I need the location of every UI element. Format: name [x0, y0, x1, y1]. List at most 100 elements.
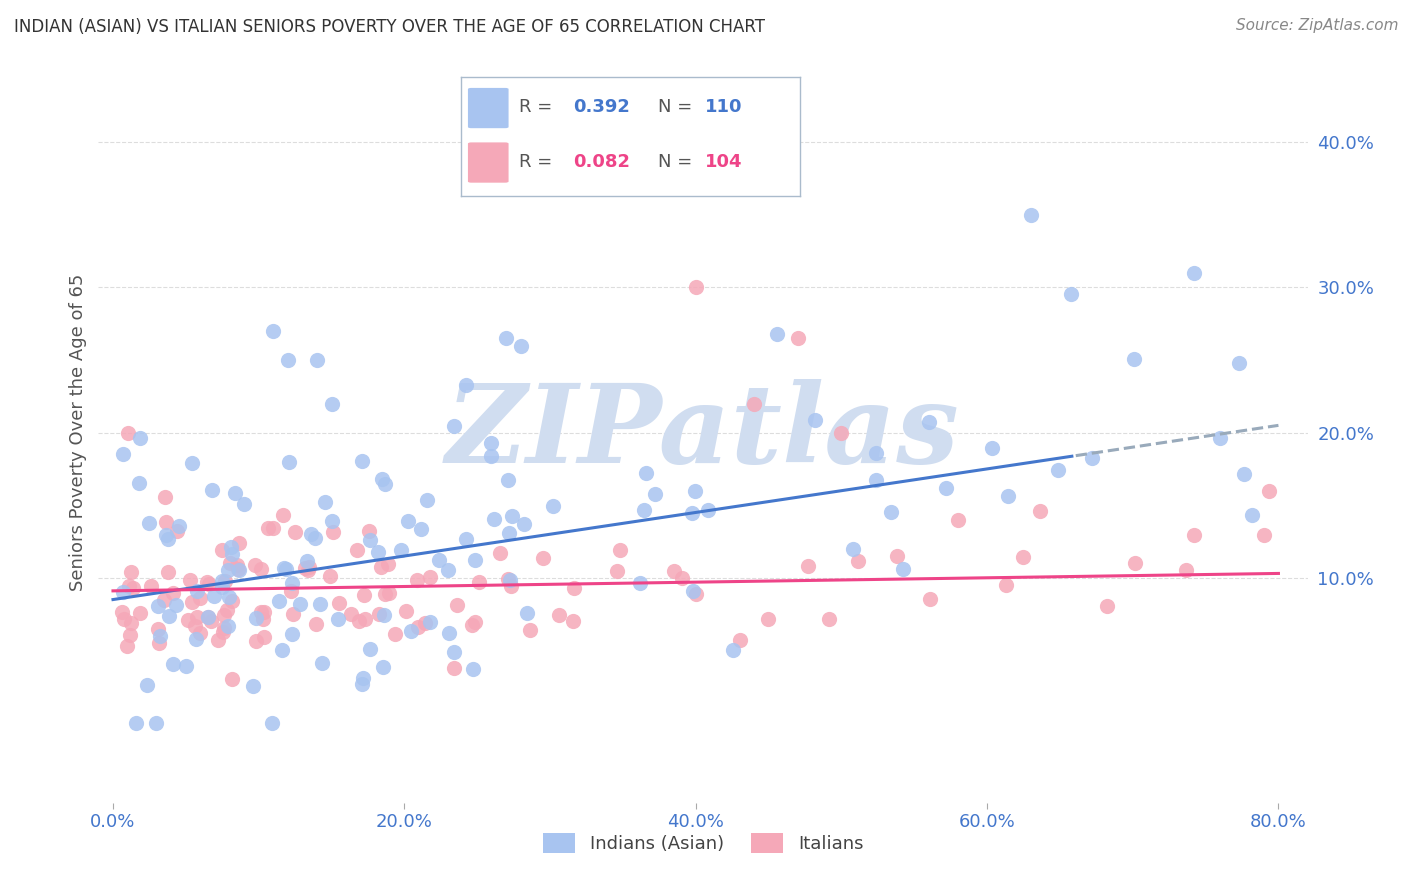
- Point: [228, 563, 250, 577]
- Point: [606, 564, 628, 578]
- Point: [443, 660, 465, 674]
- Point: [305, 353, 328, 368]
- Point: [427, 553, 450, 567]
- Point: [245, 611, 267, 625]
- Point: [609, 543, 631, 558]
- Point: [347, 615, 370, 629]
- Point: [1019, 208, 1042, 222]
- Point: [443, 645, 465, 659]
- Point: [498, 526, 520, 541]
- Point: [252, 612, 274, 626]
- Point: [242, 679, 264, 693]
- Point: [443, 419, 465, 434]
- Point: [207, 633, 229, 648]
- Legend: Indians (Asian), Italians: Indians (Asian), Italians: [536, 826, 870, 861]
- Point: [935, 481, 957, 495]
- Point: [221, 594, 243, 608]
- Point: [352, 677, 374, 691]
- Point: [865, 473, 887, 487]
- Point: [548, 607, 571, 622]
- Point: [756, 612, 779, 626]
- Point: [217, 602, 239, 616]
- Text: INDIAN (ASIAN) VS ITALIAN SENIORS POVERTY OVER THE AGE OF 65 CORRELATION CHART: INDIAN (ASIAN) VS ITALIAN SENIORS POVERT…: [14, 18, 765, 36]
- Point: [118, 579, 141, 593]
- Point: [742, 396, 765, 410]
- Point: [436, 563, 458, 577]
- Point: [370, 560, 392, 574]
- Point: [322, 525, 344, 540]
- Point: [221, 547, 243, 561]
- Point: [353, 588, 375, 602]
- Point: [128, 606, 150, 620]
- Point: [396, 514, 419, 528]
- Point: [249, 562, 271, 576]
- Point: [162, 657, 184, 671]
- Point: [633, 503, 655, 517]
- Point: [212, 621, 235, 635]
- Point: [253, 630, 276, 644]
- Point: [308, 597, 330, 611]
- Point: [273, 561, 295, 575]
- Point: [352, 672, 374, 686]
- Point: [267, 594, 290, 608]
- Point: [318, 569, 340, 583]
- Point: [456, 378, 478, 392]
- Point: [219, 540, 242, 554]
- Point: [1182, 527, 1205, 541]
- Point: [280, 584, 302, 599]
- Point: [463, 662, 485, 676]
- Point: [766, 326, 789, 341]
- Point: [1060, 287, 1083, 301]
- Point: [683, 483, 706, 498]
- Point: [262, 521, 284, 535]
- Point: [685, 280, 707, 294]
- Point: [1122, 352, 1144, 367]
- Point: [138, 516, 160, 530]
- Point: [636, 467, 658, 481]
- Point: [1081, 450, 1104, 465]
- Point: [245, 558, 267, 572]
- Point: [1174, 564, 1197, 578]
- Point: [340, 607, 363, 621]
- Point: [218, 590, 240, 604]
- Point: [157, 608, 180, 623]
- Point: [226, 562, 249, 576]
- Point: [212, 607, 235, 622]
- Text: ZIPatlas: ZIPatlas: [446, 379, 960, 486]
- Point: [250, 605, 273, 619]
- Point: [294, 561, 316, 575]
- Point: [112, 612, 135, 626]
- Point: [221, 673, 243, 687]
- Point: [1047, 463, 1070, 477]
- Point: [406, 620, 429, 634]
- Point: [186, 610, 208, 624]
- Point: [112, 585, 135, 599]
- Point: [111, 447, 134, 461]
- Point: [262, 324, 284, 338]
- Point: [531, 551, 554, 566]
- Point: [225, 558, 247, 573]
- Point: [153, 593, 176, 607]
- Point: [728, 632, 751, 647]
- Point: [350, 454, 373, 468]
- Point: [841, 542, 863, 557]
- Point: [304, 532, 326, 546]
- Point: [377, 557, 399, 571]
- Point: [454, 533, 477, 547]
- Point: [509, 338, 531, 352]
- Point: [217, 564, 239, 578]
- Point: [141, 579, 163, 593]
- Point: [479, 449, 502, 463]
- Point: [371, 472, 394, 486]
- Point: [197, 609, 219, 624]
- Point: [374, 477, 396, 491]
- Point: [122, 581, 145, 595]
- Point: [120, 628, 142, 642]
- Point: [195, 574, 218, 589]
- Point: [1241, 508, 1264, 522]
- Point: [519, 623, 541, 637]
- Point: [499, 573, 522, 587]
- Point: [1182, 266, 1205, 280]
- Point: [284, 525, 307, 540]
- Point: [1227, 355, 1250, 369]
